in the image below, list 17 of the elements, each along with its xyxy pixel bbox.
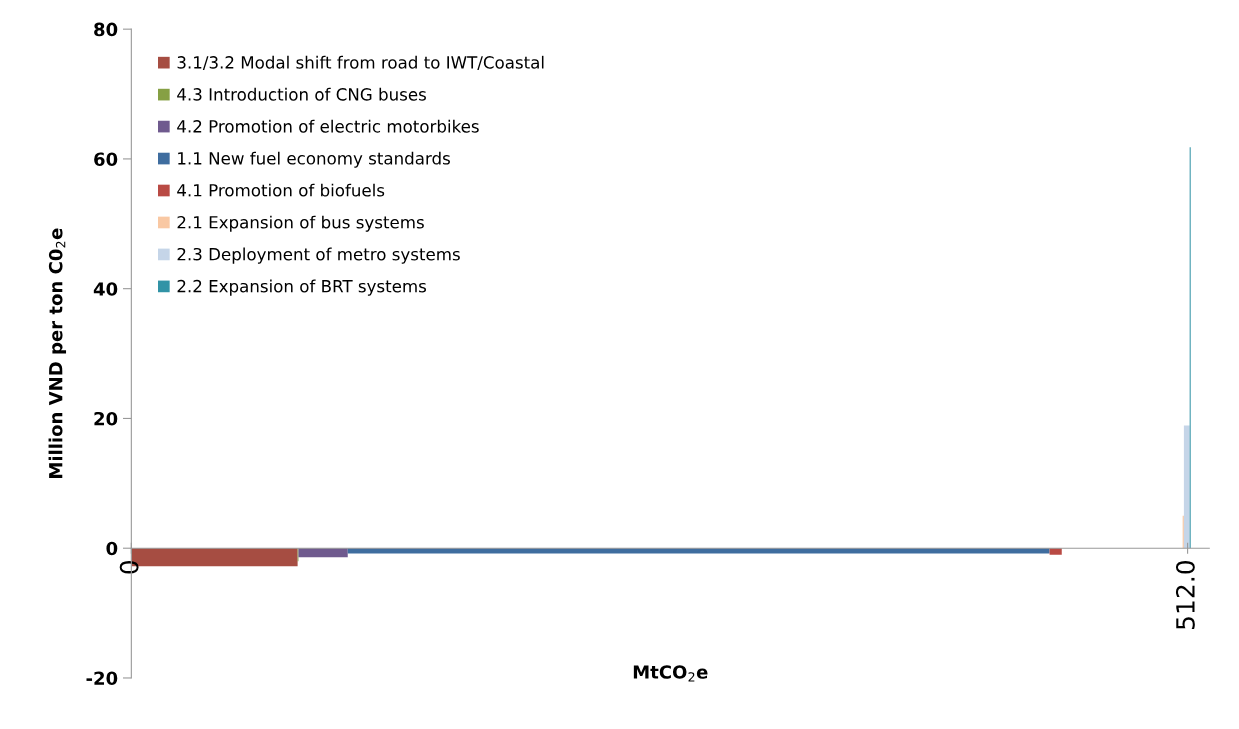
- legend-label: 4.3 Introduction of CNG buses: [177, 87, 426, 101]
- legend-label: 2.2 Expansion of BRT systems: [177, 279, 427, 296]
- legend-label: 4.1 Promotion of biofuels: [177, 183, 385, 197]
- x-tick-label: 512.0: [1175, 560, 1195, 629]
- y-tick-label: 40: [93, 282, 118, 296]
- y-tick-label: 60: [94, 152, 118, 167]
- y-tick-label: -20: [86, 671, 118, 686]
- legend-label: 2.3 Deployment of metro systems: [177, 247, 460, 264]
- legend-label: 4.2 Promotion of electric motorbikes: [177, 119, 479, 133]
- legend-label: 1.1 New fuel economy standards: [178, 151, 450, 168]
- legend-label: 2.1 Expansion of bus systems: [177, 215, 424, 232]
- y-tick-label: 0: [106, 541, 118, 556]
- legend-label: 3.1/3.2 Modal shift from road to IWT/Coastal: [177, 55, 544, 71]
- y-tick-label: 20: [94, 411, 118, 426]
- y-axis-title: Million VND per ton C0$_{2}$e: [48, 228, 67, 478]
- x-axis-title: MtCO$_{2}$e: [633, 665, 708, 682]
- y-tick-label: 80: [94, 22, 118, 37]
